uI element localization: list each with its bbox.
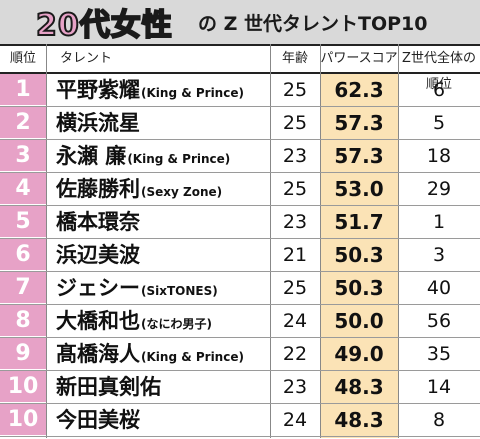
talent-group: (King & Prince): [141, 350, 244, 364]
header-talent: タレント: [60, 51, 113, 66]
talent-name: 新田真剣佑: [56, 371, 162, 403]
age-cell: 25: [282, 178, 308, 200]
table-row: 9 髙橋海人(King & Prince) 22 49.0 35: [0, 338, 480, 371]
talent-name-main: 髙橋海人: [56, 342, 140, 366]
overall-rank-cell: 18: [426, 145, 452, 167]
talent-name: 永瀬 廉(King & Prince): [56, 140, 230, 172]
table-row: 1 平野紫耀(King & Prince) 25 62.3 6: [0, 74, 480, 107]
overall-rank-cell: 40: [426, 277, 452, 299]
talent-name-main: 浜辺美波: [56, 243, 140, 267]
rank-badge: 1: [0, 74, 46, 106]
talent-name: 佐藤勝利(Sexy Zone): [56, 173, 222, 205]
age-cell: 22: [282, 343, 308, 365]
age-cell: 24: [282, 310, 308, 332]
talent-name-main: 橋本環奈: [56, 210, 140, 234]
overall-rank-cell: 35: [426, 343, 452, 365]
table-row: 3 永瀬 廉(King & Prince) 23 57.3 18: [0, 140, 480, 173]
overall-rank-cell: 6: [432, 79, 446, 101]
power-score-cell: 57.3: [334, 111, 384, 135]
overall-rank-cell: 1: [432, 211, 446, 233]
table-body: 1 平野紫耀(King & Prince) 25 62.3 6 2 横浜流星 2…: [0, 74, 480, 437]
overall-rank-cell: 5: [432, 112, 446, 134]
talent-group: (King & Prince): [141, 86, 244, 100]
overall-rank-cell: 3: [432, 244, 446, 266]
talent-name: 横浜流星: [56, 107, 141, 139]
age-cell: 24: [282, 409, 308, 431]
power-score-cell: 50.3: [334, 243, 384, 267]
talent-name: 大橋和也(なにわ男子): [56, 305, 212, 337]
header-power-score: パワースコア: [320, 51, 398, 66]
age-cell: 23: [282, 211, 308, 233]
overall-rank-cell: 56: [426, 310, 452, 332]
table-header: 順位 タレント 年齢 パワースコア Z世代全体の順位: [0, 44, 480, 92]
rank-badge: 4: [0, 173, 46, 205]
talent-name: 平野紫耀(King & Prince): [56, 74, 244, 106]
age-cell: 25: [282, 277, 308, 299]
table-row: 4 佐藤勝利(Sexy Zone) 25 53.0 29: [0, 173, 480, 206]
talent-name: 浜辺美波: [56, 239, 141, 271]
table-row: 10 新田真剣佑 23 48.3 14: [0, 371, 480, 404]
power-score-cell: 57.3: [334, 144, 384, 168]
overall-rank-cell: 8: [432, 409, 446, 431]
rank-badge: 10: [0, 404, 46, 436]
power-score-cell: 48.3: [334, 375, 384, 399]
power-score-cell: 51.7: [334, 210, 384, 234]
table-row: 8 大橋和也(なにわ男子) 24 50.0 56: [0, 305, 480, 338]
column-divider: [398, 44, 399, 438]
power-score-cell: 62.3: [334, 78, 384, 102]
talent-group: (SixTONES): [141, 284, 218, 298]
talent-name-main: 新田真剣佑: [56, 375, 161, 399]
talent-name-main: 今田美桜: [56, 408, 140, 432]
power-score-cell: 48.3: [334, 408, 384, 432]
talent-group: (King & Prince): [127, 152, 231, 166]
talent-name-main: 佐藤勝利: [56, 177, 140, 201]
age-cell: 21: [282, 244, 308, 266]
rank-badge: 6: [0, 239, 46, 271]
header-age: 年齢: [281, 51, 308, 66]
talent-name-main: ジェシー: [56, 276, 140, 300]
power-score-cell: 50.3: [334, 276, 384, 300]
talent-name: 髙橋海人(King & Prince): [56, 338, 244, 370]
talent-name-main: 横浜流星: [56, 111, 140, 135]
column-divider: [270, 44, 271, 438]
rank-badge: 9: [0, 338, 46, 370]
talent-group: (Sexy Zone): [141, 185, 223, 199]
talent-name-main: 平野紫耀: [56, 78, 140, 102]
power-score-cell: 50.0: [334, 309, 384, 333]
talent-name-main: 大橋和也: [56, 309, 140, 333]
power-score-cell: 49.0: [334, 342, 384, 366]
power-column-highlight: [320, 74, 398, 438]
table-row: 10 今田美桜 24 48.3 8: [0, 404, 480, 437]
talent-group: (なにわ男子): [141, 317, 212, 331]
age-cell: 25: [282, 112, 308, 134]
talent-name: 今田美桜: [56, 404, 141, 436]
column-divider: [46, 44, 47, 438]
table-row: 7 ジェシー(SixTONES) 25 50.3 40: [0, 272, 480, 305]
talent-name-main: 永瀬 廉: [56, 144, 127, 168]
column-divider: [320, 44, 321, 438]
age-cell: 23: [282, 145, 308, 167]
power-score-cell: 53.0: [334, 177, 384, 201]
title-sub: の Z 世代タレントTOP10: [198, 12, 428, 35]
overall-rank-cell: 14: [426, 376, 452, 398]
table-row: 2 横浜流星 25 57.3 5: [0, 107, 480, 140]
overall-rank-cell: 29: [426, 178, 452, 200]
title-bar: 20代女性 の Z 世代タレントTOP10: [0, 0, 480, 44]
rank-badge: 8: [0, 305, 46, 337]
rank-badge: 3: [0, 140, 46, 172]
rank-badge: 5: [0, 206, 46, 238]
header-overall-rank: Z世代全体の順位: [402, 51, 476, 92]
table-row: 5 橋本環奈 23 51.7 1: [0, 206, 480, 239]
talent-name: ジェシー(SixTONES): [56, 272, 218, 304]
age-cell: 25: [282, 79, 308, 101]
header-rank: 順位: [9, 51, 36, 66]
age-cell: 23: [282, 376, 308, 398]
rank-badge: 2: [0, 107, 46, 139]
talent-name: 橋本環奈: [56, 206, 141, 238]
rank-badge: 10: [0, 371, 46, 403]
rank-badge: 7: [0, 272, 46, 304]
table-row: 6 浜辺美波 21 50.3 3: [0, 239, 480, 272]
title-main: 20代女性: [35, 7, 173, 44]
